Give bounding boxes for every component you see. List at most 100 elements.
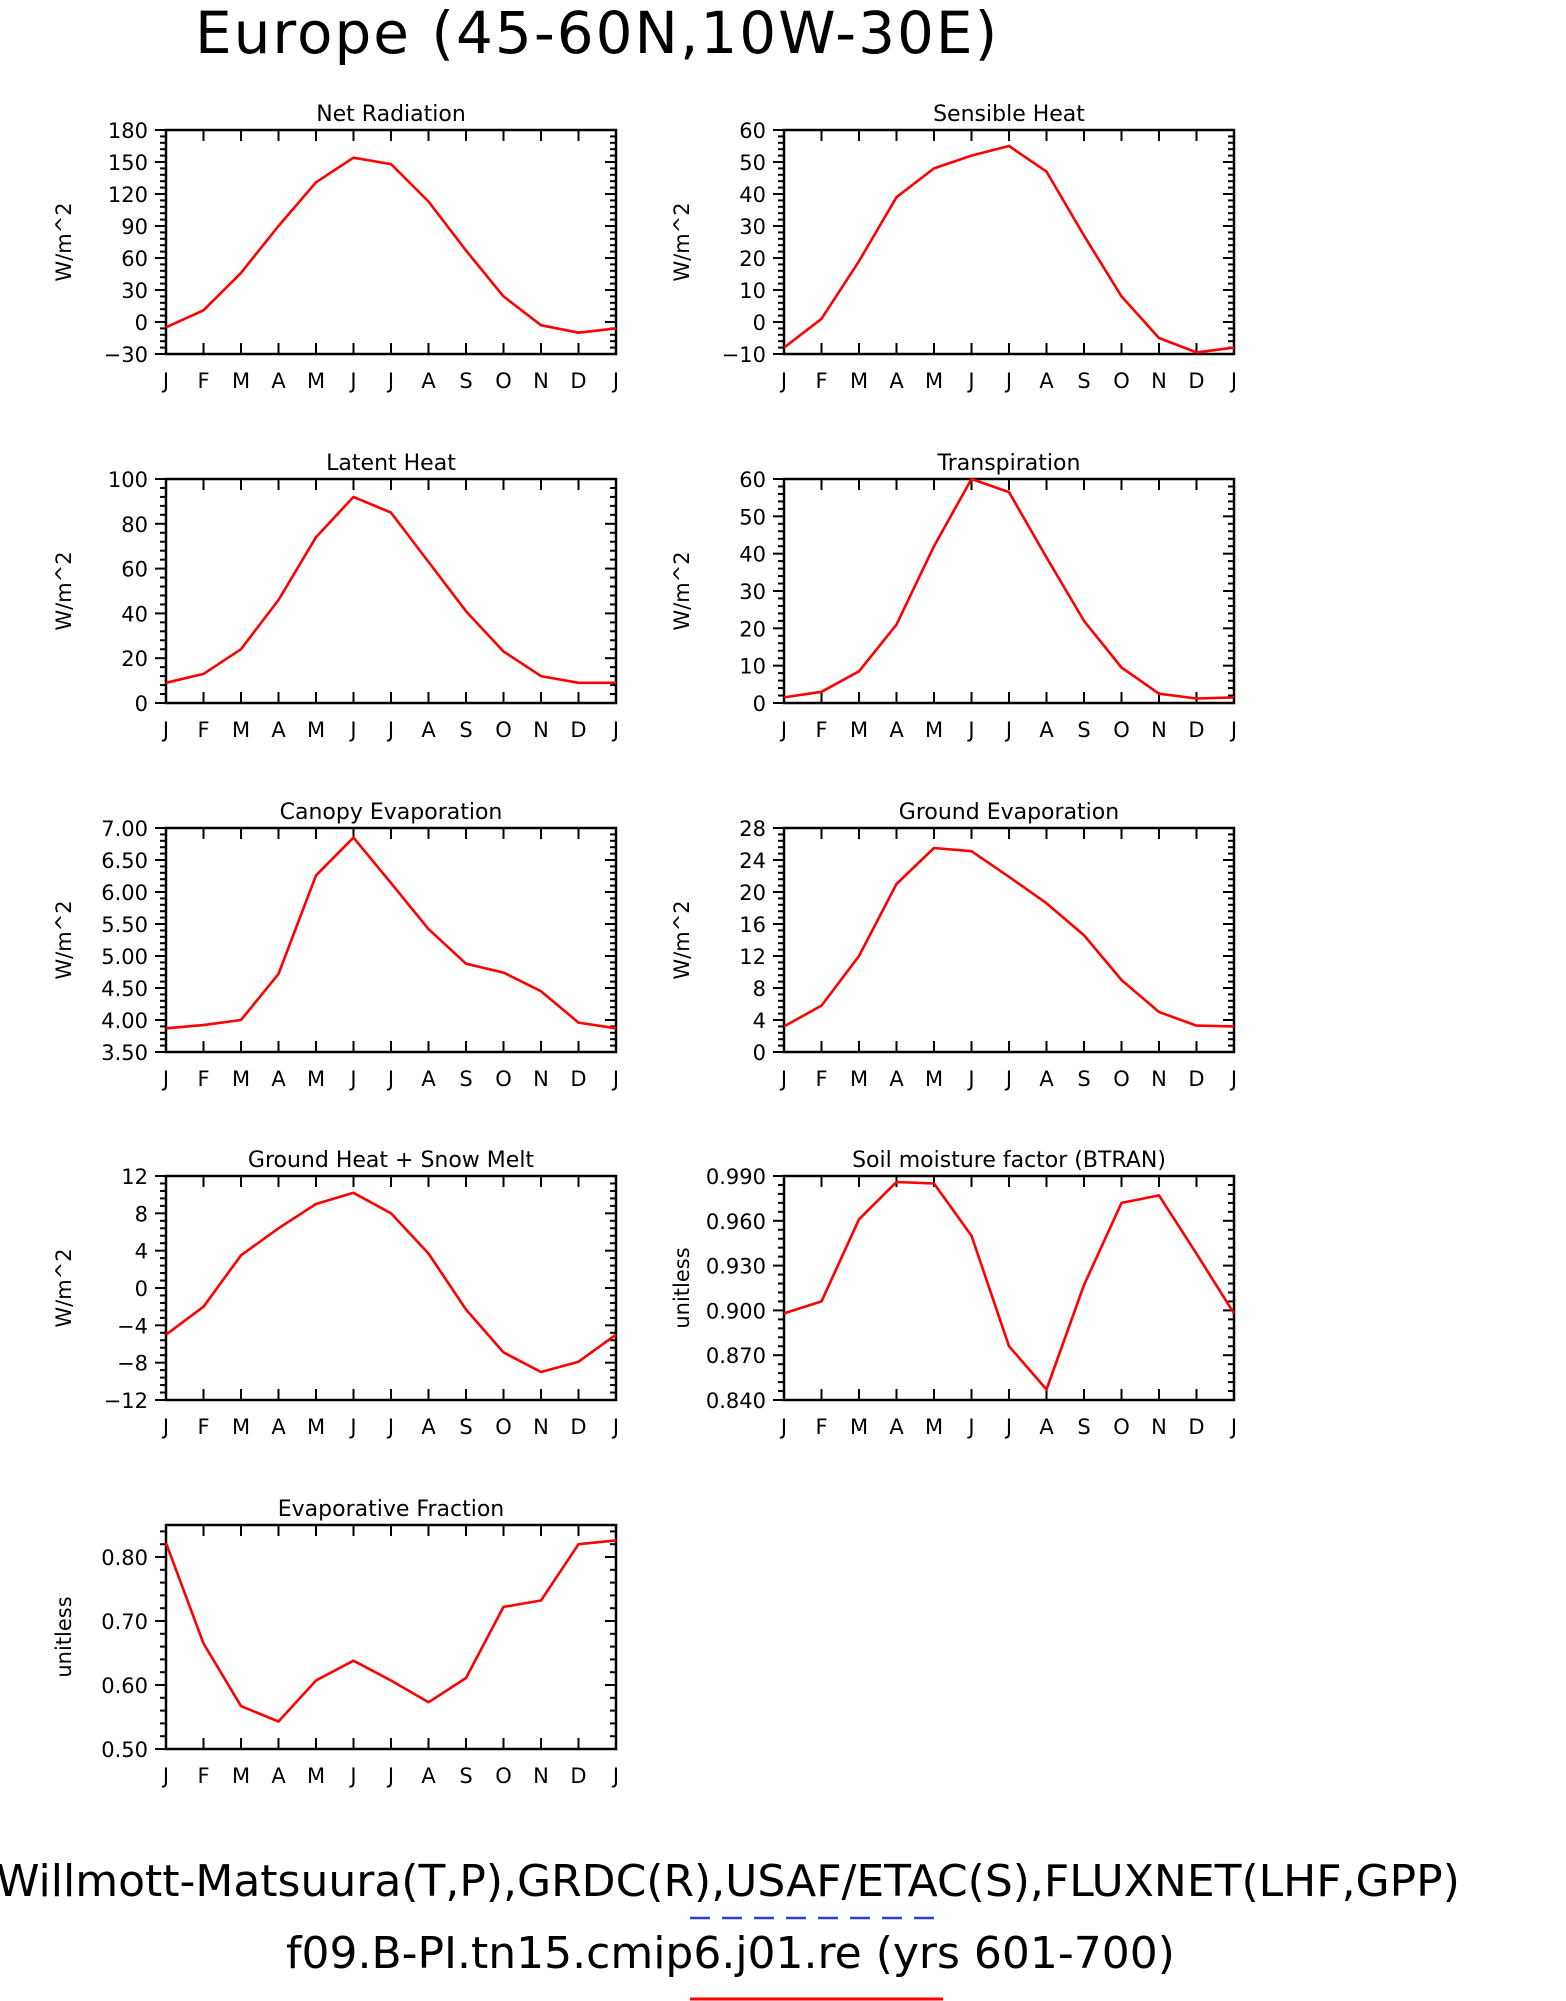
y-tick-label: −12 [104, 1389, 148, 1413]
x-tick-label: M [925, 369, 943, 393]
x-tick-label: M [850, 1067, 868, 1091]
x-tick-label: M [307, 718, 325, 742]
x-tick-label: J [161, 718, 169, 742]
x-tick-label: F [815, 718, 827, 742]
panel-title: Canopy Evaporation [280, 800, 503, 825]
y-tick-label: 20 [739, 617, 766, 641]
series-line [165, 1191, 617, 1374]
y-tick-label: 0 [135, 692, 148, 716]
y-tick-label: −8 [117, 1352, 148, 1376]
y-tick-label: 0.990 [706, 1165, 766, 1189]
panel-title: Transpiration [937, 451, 1081, 476]
x-tick-label: J [348, 1764, 356, 1788]
x-tick-label: A [271, 1764, 286, 1788]
x-tick-label: M [925, 718, 943, 742]
x-tick-label: F [197, 1415, 209, 1439]
x-tick-label: O [495, 1415, 512, 1439]
y-axis-label: W/m^2 [670, 551, 694, 630]
y-tick-label: 0 [753, 692, 766, 716]
x-tick-label: M [850, 369, 868, 393]
series-line [783, 846, 1235, 1028]
x-tick-label: O [1113, 718, 1130, 742]
y-tick-label: 4.00 [101, 1009, 148, 1033]
x-tick-label: A [1039, 718, 1054, 742]
y-tick-label: 150 [108, 151, 148, 175]
x-tick-label: J [1004, 369, 1012, 393]
y-axis-label: unitless [52, 1596, 76, 1677]
x-tick-label: J [966, 718, 974, 742]
y-tick-label: 0.900 [706, 1299, 766, 1323]
x-tick-label: J [611, 1764, 619, 1788]
x-tick-label: A [889, 369, 904, 393]
y-axis-label: unitless [670, 1247, 694, 1328]
x-tick-label: M [307, 369, 325, 393]
y-tick-label: 0 [135, 311, 148, 335]
y-tick-label: 40 [121, 602, 148, 626]
x-tick-label: O [1113, 1067, 1130, 1091]
y-tick-label: 30 [739, 580, 766, 604]
x-tick-label: A [421, 1764, 436, 1788]
y-tick-label: 24 [739, 849, 766, 873]
y-tick-label: 0 [753, 311, 766, 335]
y-tick-label: 6.00 [101, 881, 148, 905]
x-tick-label: J [1004, 718, 1012, 742]
x-tick-label: A [1039, 1415, 1054, 1439]
x-tick-label: F [197, 1067, 209, 1091]
x-tick-label: N [1151, 1415, 1167, 1439]
y-tick-label: 28 [739, 817, 766, 841]
x-tick-label: A [271, 369, 286, 393]
x-tick-label: O [495, 718, 512, 742]
y-tick-label: 7.00 [101, 817, 148, 841]
y-tick-label: 5.00 [101, 945, 148, 969]
y-tick-label: 40 [739, 183, 766, 207]
panel-title: Ground Heat + Snow Melt [248, 1148, 535, 1173]
y-tick-label: 0.930 [706, 1255, 766, 1279]
y-axis-label: W/m^2 [52, 202, 76, 281]
x-tick-label: A [421, 369, 436, 393]
x-tick-label: N [1151, 369, 1167, 393]
x-tick-label: F [197, 1764, 209, 1788]
x-tick-label: S [459, 1415, 472, 1439]
series-line [783, 144, 1235, 354]
footer-line-2: f09.B-PI.tn15.cmip6.j01.re (yrs 601-700) [286, 1928, 1175, 1979]
y-tick-label: 90 [121, 215, 148, 239]
y-axis-label: W/m^2 [52, 1248, 76, 1327]
x-tick-label: J [779, 1067, 787, 1091]
y-tick-label: 60 [739, 119, 766, 143]
y-tick-label: 0 [135, 1277, 148, 1301]
x-tick-label: J [386, 369, 394, 393]
plot-frame [782, 826, 1236, 1054]
x-tick-label: J [1004, 1067, 1012, 1091]
x-tick-label: J [966, 1067, 974, 1091]
series-line [165, 495, 616, 685]
x-tick-label: D [570, 1067, 586, 1091]
y-tick-label: −10 [722, 343, 766, 367]
x-tick-label: S [1077, 718, 1090, 742]
y-tick-label: 0.960 [706, 1210, 766, 1234]
x-tick-label: F [197, 718, 209, 742]
x-tick-label: J [386, 1764, 394, 1788]
x-tick-label: O [495, 369, 512, 393]
y-tick-label: 60 [121, 558, 148, 582]
x-tick-label: M [232, 1067, 250, 1091]
x-tick-label: J [1229, 1415, 1237, 1439]
y-tick-label: 20 [121, 647, 148, 671]
plot-frame [164, 1523, 618, 1751]
y-tick-label: 4 [135, 1240, 148, 1264]
x-tick-label: D [1188, 1415, 1204, 1439]
y-tick-label: 30 [739, 215, 766, 239]
x-tick-label: S [459, 1764, 472, 1788]
x-tick-label: A [271, 1415, 286, 1439]
y-tick-label: 80 [121, 513, 148, 537]
x-tick-label: D [570, 1415, 586, 1439]
plot-frame [782, 477, 1236, 705]
x-tick-label: D [1188, 718, 1204, 742]
series-line [783, 477, 1235, 700]
y-tick-label: 0.70 [101, 1610, 148, 1634]
x-tick-label: M [925, 1067, 943, 1091]
y-tick-label: 30 [121, 279, 148, 303]
